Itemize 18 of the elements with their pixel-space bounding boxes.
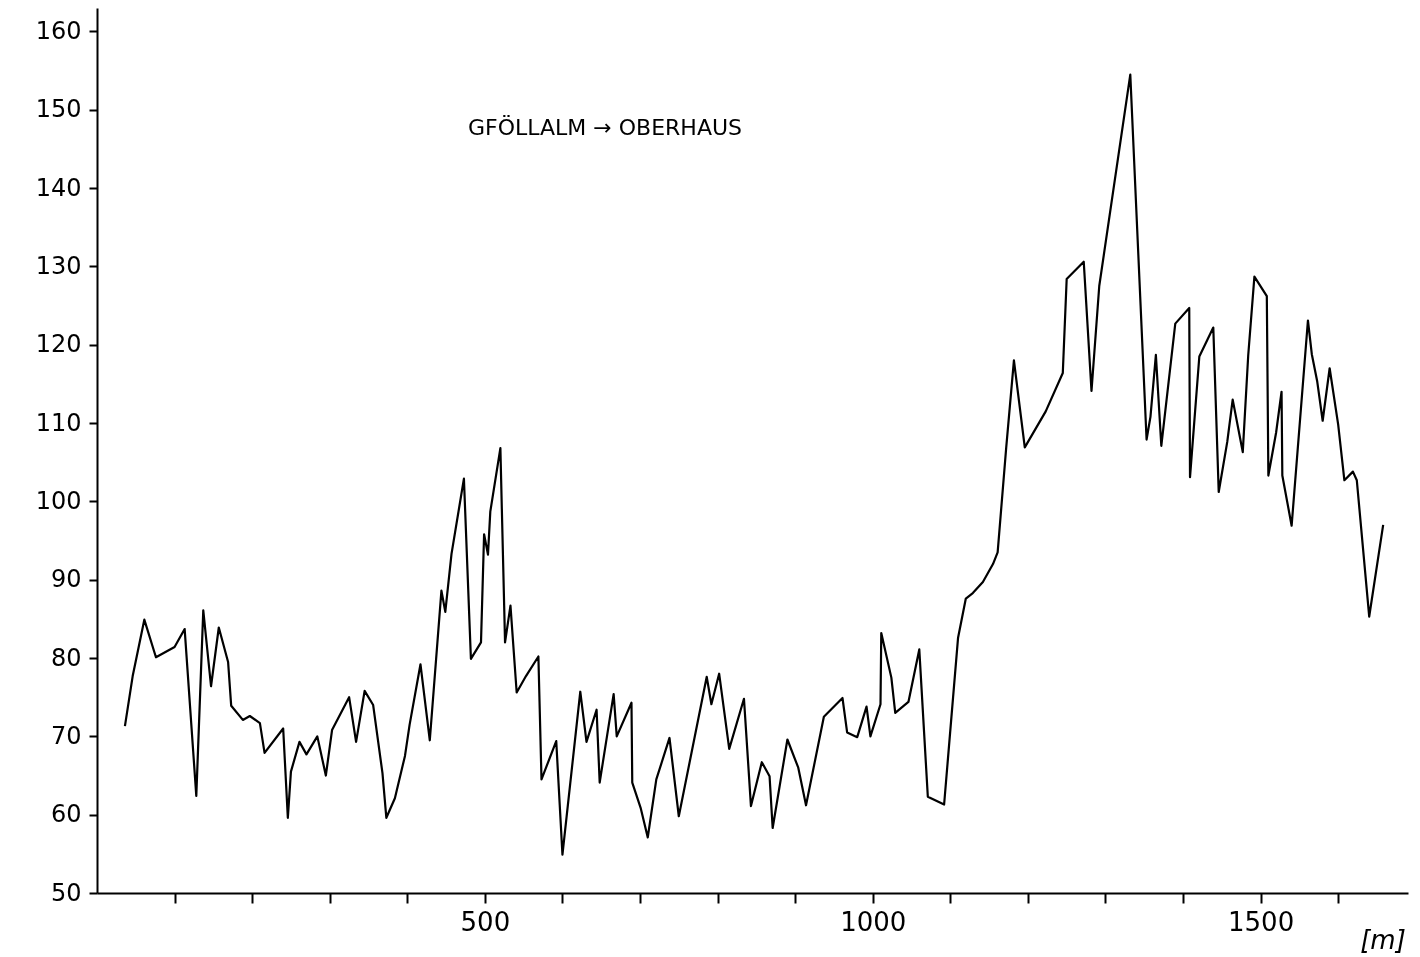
y-tick-label: 60	[50, 800, 82, 829]
y-tick-label: 100	[35, 486, 82, 515]
y-tick-label: 140	[35, 173, 82, 202]
y-tick-label: 70	[50, 721, 82, 750]
annotation: GFÖLLALM → OBERHAUS	[467, 115, 743, 140]
x-tick-label: 1500	[1228, 906, 1295, 937]
x-axis-title: [m]	[1360, 925, 1406, 955]
y-tick-label: 50	[50, 878, 82, 907]
line-series	[123, 73, 1385, 856]
y-tick-label: 130	[35, 251, 82, 280]
y-tick-label: 160	[35, 17, 82, 45]
y-tick-label: 110	[35, 408, 82, 437]
x-tick-label: 500	[460, 906, 511, 937]
x-tick-label: 1000	[840, 906, 907, 937]
y-tick-label: 90	[50, 565, 82, 594]
y-tick-label: 80	[50, 643, 82, 672]
y-tick-label: 150	[35, 95, 82, 124]
y-tick-label: 120	[35, 330, 82, 359]
